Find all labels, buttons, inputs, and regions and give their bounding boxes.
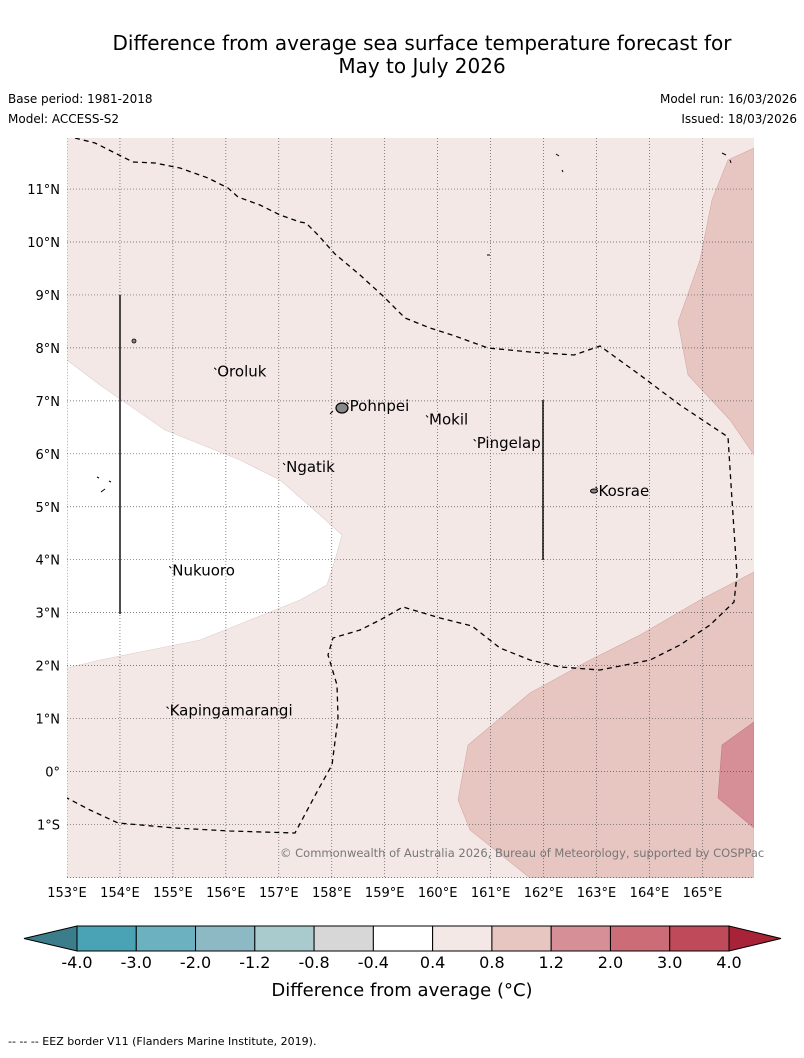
- place-marker: [595, 486, 598, 490]
- anomaly-region-east: [677, 147, 754, 456]
- anomaly-field: [67, 138, 754, 878]
- place-label-pingelap: Pingelap: [477, 434, 541, 452]
- colorbar: [23, 925, 782, 952]
- longitude-label: 159°E: [365, 886, 405, 901]
- longitude-label: 160°E: [418, 886, 458, 901]
- longitude-label: 162°E: [524, 886, 564, 901]
- colorbar-tick: -3.0: [120, 953, 152, 972]
- anomaly-region-warm: [717, 721, 754, 829]
- latitude-label: 11°N: [27, 183, 60, 198]
- latitude-label: 2°N: [36, 660, 61, 675]
- colorbar-tick: -0.4: [357, 953, 389, 972]
- longitude-label: 153°E: [47, 886, 87, 901]
- latitude-label: 10°N: [27, 236, 60, 251]
- place-marker: [473, 438, 477, 442]
- colorbar-under-arrow: [23, 925, 78, 952]
- atoll-islet: [329, 410, 334, 415]
- longitude-label: 161°E: [471, 886, 511, 901]
- colorbar-bin: [491, 925, 552, 952]
- place-labels: Oroluk Pohnpei Mokil Pingelap Ngatik Kosrae Nu…: [166, 363, 650, 720]
- longitude-label: 163°E: [577, 886, 617, 901]
- latitude-label: 4°N: [36, 554, 61, 569]
- colorbar-bin: [669, 925, 730, 952]
- model-name: Model: ACCESS-S2: [8, 112, 120, 126]
- longitude-label: 156°E: [206, 886, 246, 901]
- latitude-label: 5°N: [36, 501, 61, 516]
- colorbar-bin: [313, 925, 374, 952]
- eez-border: [67, 138, 738, 834]
- latitude-labels: 1°S 0° 1°N 2°N 3°N 4°N 5°N 6°N 7°N 8°N 9°N 10°N 11°N: [27, 183, 60, 833]
- atoll-west: [131, 338, 137, 344]
- place-label-mokil: Mokil: [429, 410, 468, 428]
- longitude-label: 155°E: [153, 886, 193, 901]
- colorbar-bins: [76, 925, 730, 952]
- base-period: Base period: 1981-2018: [8, 92, 153, 106]
- colorbar-tick: 0.4: [419, 953, 446, 972]
- pohnpei-island: [335, 402, 349, 414]
- colorbar-bin: [195, 925, 256, 952]
- anomaly-region-southeast: [457, 571, 754, 878]
- atoll-north: [555, 153, 564, 173]
- colorbar-bin: [254, 925, 315, 952]
- longitude-labels: 153°E 154°E 155°E 156°E 157°E 158°E 159°E 160°E…: [47, 886, 722, 901]
- colorbar-label: Difference from average (°C): [271, 980, 533, 1001]
- latitude-label: 9°N: [36, 289, 61, 304]
- colorbar-tick: 2.0: [597, 953, 624, 972]
- longitude-label: 154°E: [100, 886, 140, 901]
- chart-title: Difference from average sea surface temp…: [0, 32, 804, 78]
- colorbar-bin: [372, 925, 434, 952]
- atoll-northeast: [721, 152, 732, 164]
- eez-footnote: -- -- -- EEZ border V11 (Flanders Marine…: [8, 1035, 317, 1048]
- place-label-ngatik: Ngatik: [286, 458, 335, 476]
- place-marker: [425, 415, 429, 418]
- place-label-kosrae: Kosrae: [599, 482, 650, 500]
- latitude-label: 3°N: [36, 607, 61, 622]
- place-marker: [168, 565, 172, 569]
- copyright-notice: © Commonwealth of Australia 2026, Bureau…: [280, 846, 764, 860]
- colorbar-tick: 0.8: [479, 953, 505, 972]
- longitude-label: 158°E: [312, 886, 352, 901]
- colorbar-bin: [76, 925, 137, 952]
- colorbar-tick: -1.2: [239, 953, 271, 972]
- colorbar-bin: [135, 925, 197, 952]
- place-marker: [346, 401, 349, 405]
- latitude-label: 8°N: [36, 342, 61, 357]
- longitude-label: 165°E: [683, 886, 723, 901]
- gridlines: [67, 138, 754, 878]
- place-label-pohnpei: Pohnpei: [350, 397, 410, 415]
- colorbar-bin: [432, 925, 493, 952]
- kosrae-island: [590, 488, 598, 494]
- atoll-southwest: [96, 476, 112, 493]
- title-line-2: May to July 2026: [338, 54, 506, 78]
- colorbar-tick: 3.0: [656, 953, 683, 972]
- place-label-nukuoro: Nukuoro: [172, 561, 235, 579]
- place-marker: [282, 462, 286, 466]
- colorbar-tick: -4.0: [61, 953, 93, 972]
- latitude-label: 1°S: [37, 818, 60, 833]
- latitude-label: 0°: [45, 766, 60, 781]
- latitude-label: 1°N: [36, 713, 61, 728]
- issued-date: Issued: 18/03/2026: [681, 112, 797, 126]
- colorbar-tick: -2.0: [179, 953, 212, 972]
- place-label-oroluk: Oroluk: [217, 363, 266, 381]
- colorbar-bin: [550, 925, 611, 952]
- anomaly-region-neutral: [67, 359, 343, 669]
- latitude-label: 6°N: [36, 448, 61, 463]
- place-marker: [213, 367, 217, 371]
- colorbar-over-arrow: [728, 925, 782, 952]
- title-line-1: Difference from average sea surface temp…: [112, 31, 732, 55]
- colorbar-bin: [609, 925, 671, 952]
- colorbar-tick: -0.8: [298, 953, 330, 972]
- model-run: Model run: 16/03/2026: [659, 92, 797, 106]
- place-label-kapingamarangi: Kapingamarangi: [170, 702, 293, 720]
- longitude-label: 164°E: [630, 886, 670, 901]
- longitude-label: 157°E: [259, 886, 299, 901]
- colorbar-tick: 4.0: [716, 953, 742, 972]
- colorbar-tick: 1.2: [538, 953, 564, 972]
- place-marker: [166, 706, 169, 709]
- latitude-label: 7°N: [36, 395, 61, 410]
